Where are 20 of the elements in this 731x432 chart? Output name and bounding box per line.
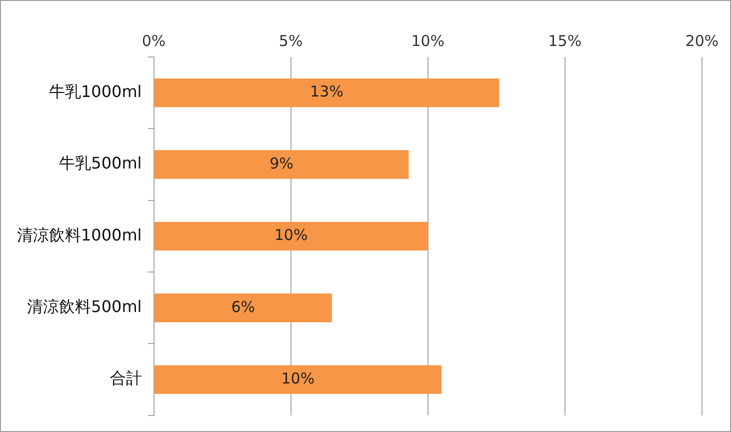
y-tick-label: 清涼飲料500ml — [27, 297, 142, 316]
bar — [154, 222, 428, 251]
x-tick-label: 0% — [142, 32, 166, 50]
bar — [154, 294, 332, 322]
data-label: 10% — [281, 369, 315, 388]
x-tick-label: 20% — [685, 32, 719, 50]
data-label: 9% — [270, 154, 294, 172]
y-tick-label: 牛乳500ml — [59, 154, 142, 173]
data-label: 13% — [310, 82, 344, 101]
y-tick-label: 合計 — [110, 368, 142, 388]
bar — [154, 78, 500, 108]
y-tick-label: 牛乳1000ml — [49, 82, 142, 101]
x-tick-label: 10% — [411, 32, 445, 50]
data-label: 6% — [231, 298, 255, 316]
bar — [154, 150, 409, 179]
x-tick-label: 5% — [278, 32, 303, 50]
y-tick-label: 清涼飲料1000ml — [17, 225, 142, 244]
bar — [154, 365, 442, 394]
data-label: 10% — [274, 226, 308, 244]
x-tick-label: 15% — [548, 32, 582, 50]
